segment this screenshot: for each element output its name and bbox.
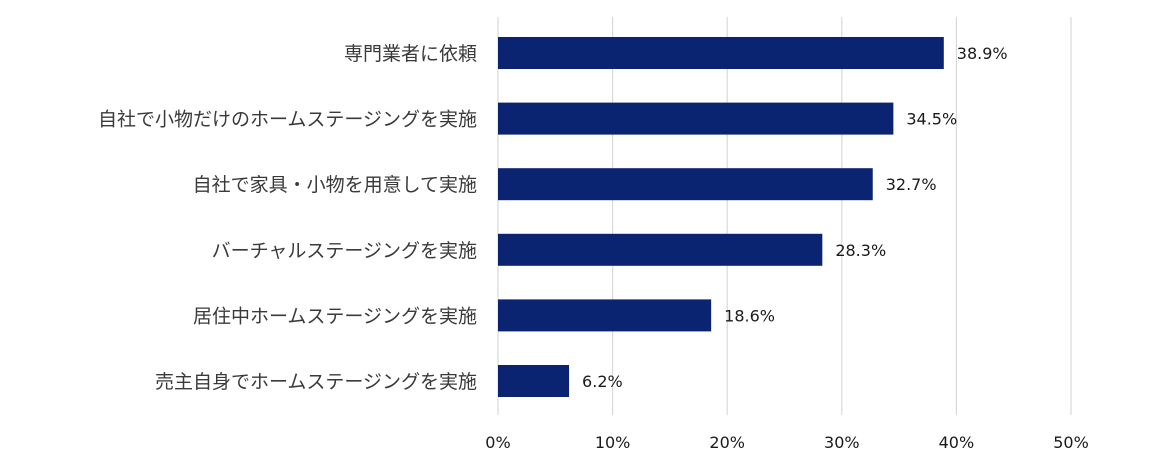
data-label: 6.2% [582,372,623,391]
x-tick-label: 10% [595,433,631,452]
category-label: 自社で小物だけのホームステージングを実施 [98,109,477,131]
data-label: 28.3% [835,241,886,260]
category-labels: 専門業者に依頼自社で小物だけのホームステージングを実施自社で家具・小物を用意して… [98,43,477,393]
bar [498,233,823,266]
x-tick-label: 50% [1053,433,1089,452]
gridlines [497,17,1072,415]
x-tick-label: 0% [485,433,510,452]
x-axis-tick-labels: 0% 10% 20% 30% 40% 50% [485,433,1088,452]
data-label: 34.5% [906,110,957,129]
x-tick-label: 30% [824,433,860,452]
data-label: 38.9% [957,44,1008,63]
bar [498,37,944,69]
category-label: 居住中ホームステージングを実施 [193,305,477,327]
bar [498,102,894,135]
category-label: 専門業者に依頼 [344,43,477,65]
bars [498,37,944,397]
bar [498,168,873,201]
bar [498,365,570,397]
value-labels: 38.9% 34.5% 32.7% 28.3% 18.6% 6.2% [582,44,1008,391]
data-label: 18.6% [724,306,775,325]
x-tick-label: 40% [939,433,975,452]
data-label: 32.7% [886,175,937,194]
category-label: 売主自身でホームステージングを実施 [155,371,477,393]
bar [498,299,712,332]
x-tick-label: 20% [709,433,745,452]
category-label: 自社で家具・小物を用意して実施 [193,174,477,196]
category-label: バーチャルステージングを実施 [212,240,477,262]
